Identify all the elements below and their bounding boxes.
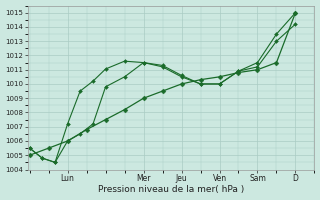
X-axis label: Pression niveau de la mer( hPa ): Pression niveau de la mer( hPa ) xyxy=(98,185,244,194)
